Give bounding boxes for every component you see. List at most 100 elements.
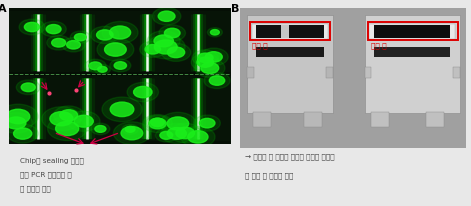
Text: 터져 PCR 혼합액의 누: 터져 PCR 혼합액의 누 <box>21 171 72 178</box>
Circle shape <box>158 11 175 21</box>
Circle shape <box>91 26 119 43</box>
Bar <box>453 67 460 78</box>
Text: 게 누를 수 있도록 보완: 게 누를 수 있도록 보완 <box>245 172 293 179</box>
Circle shape <box>91 123 110 135</box>
Circle shape <box>56 121 79 136</box>
Circle shape <box>194 115 220 131</box>
Text: A: A <box>0 4 7 14</box>
Circle shape <box>125 126 135 132</box>
Circle shape <box>164 28 180 38</box>
Circle shape <box>14 128 32 139</box>
Circle shape <box>70 31 90 43</box>
Circle shape <box>74 34 86 41</box>
Circle shape <box>21 83 35 92</box>
Circle shape <box>97 38 134 61</box>
Circle shape <box>167 47 185 58</box>
Circle shape <box>159 25 186 41</box>
Circle shape <box>191 54 219 71</box>
Bar <box>252 24 328 39</box>
Circle shape <box>105 43 126 56</box>
Circle shape <box>74 115 93 127</box>
Circle shape <box>67 111 100 131</box>
Bar <box>247 67 254 78</box>
Circle shape <box>114 62 127 69</box>
Circle shape <box>176 127 195 139</box>
Circle shape <box>50 112 73 126</box>
Circle shape <box>0 113 33 133</box>
Circle shape <box>161 43 191 61</box>
Bar <box>426 112 444 127</box>
Circle shape <box>62 38 85 52</box>
Circle shape <box>167 128 187 139</box>
Circle shape <box>146 35 185 59</box>
Circle shape <box>46 25 61 34</box>
Bar <box>9 11 231 72</box>
Circle shape <box>145 44 161 54</box>
Circle shape <box>19 19 45 35</box>
Bar <box>256 25 324 38</box>
Bar <box>256 47 324 57</box>
Circle shape <box>110 59 131 72</box>
Circle shape <box>140 41 166 57</box>
Circle shape <box>160 131 173 139</box>
Circle shape <box>127 82 159 102</box>
Bar <box>252 112 271 127</box>
Circle shape <box>149 118 166 129</box>
Bar <box>365 15 460 113</box>
Circle shape <box>121 126 143 140</box>
Text: 변경 전: 변경 전 <box>252 43 267 49</box>
Circle shape <box>205 52 222 62</box>
Circle shape <box>154 35 173 47</box>
Bar <box>369 24 455 39</box>
Circle shape <box>161 123 193 143</box>
Circle shape <box>209 76 225 85</box>
Circle shape <box>122 124 138 134</box>
Circle shape <box>102 97 142 122</box>
Bar <box>374 47 450 57</box>
Circle shape <box>195 59 225 77</box>
Circle shape <box>192 50 219 66</box>
Circle shape <box>199 48 228 66</box>
Circle shape <box>197 57 213 67</box>
Text: 변경 후: 변경 후 <box>371 43 387 49</box>
Circle shape <box>151 118 164 127</box>
Circle shape <box>188 131 208 143</box>
Circle shape <box>211 30 219 35</box>
Circle shape <box>89 62 102 70</box>
Circle shape <box>204 73 230 89</box>
Circle shape <box>84 59 106 73</box>
Circle shape <box>155 129 177 142</box>
Circle shape <box>52 38 66 47</box>
Circle shape <box>16 80 40 95</box>
Bar <box>251 22 330 40</box>
Bar <box>371 112 390 127</box>
Circle shape <box>134 86 152 98</box>
Circle shape <box>0 104 38 129</box>
Circle shape <box>110 102 134 117</box>
Circle shape <box>42 107 81 131</box>
Circle shape <box>48 116 87 141</box>
Bar <box>247 15 333 113</box>
Bar <box>374 25 450 38</box>
Bar <box>326 67 333 78</box>
Text: 수 현상이 발생: 수 현상이 발생 <box>21 186 51 192</box>
Circle shape <box>154 40 177 54</box>
Circle shape <box>152 7 181 25</box>
Text: B: B <box>231 4 240 14</box>
Circle shape <box>167 117 188 130</box>
Circle shape <box>147 31 180 51</box>
Circle shape <box>143 115 172 132</box>
Circle shape <box>6 109 30 124</box>
Circle shape <box>201 63 219 74</box>
Circle shape <box>66 41 81 49</box>
Bar <box>303 112 322 127</box>
Circle shape <box>114 122 150 144</box>
Circle shape <box>7 124 38 143</box>
Circle shape <box>41 21 66 37</box>
Circle shape <box>198 53 213 63</box>
Bar <box>9 76 231 142</box>
Circle shape <box>110 26 130 39</box>
Circle shape <box>6 117 26 129</box>
Circle shape <box>54 106 84 125</box>
Circle shape <box>97 66 107 72</box>
